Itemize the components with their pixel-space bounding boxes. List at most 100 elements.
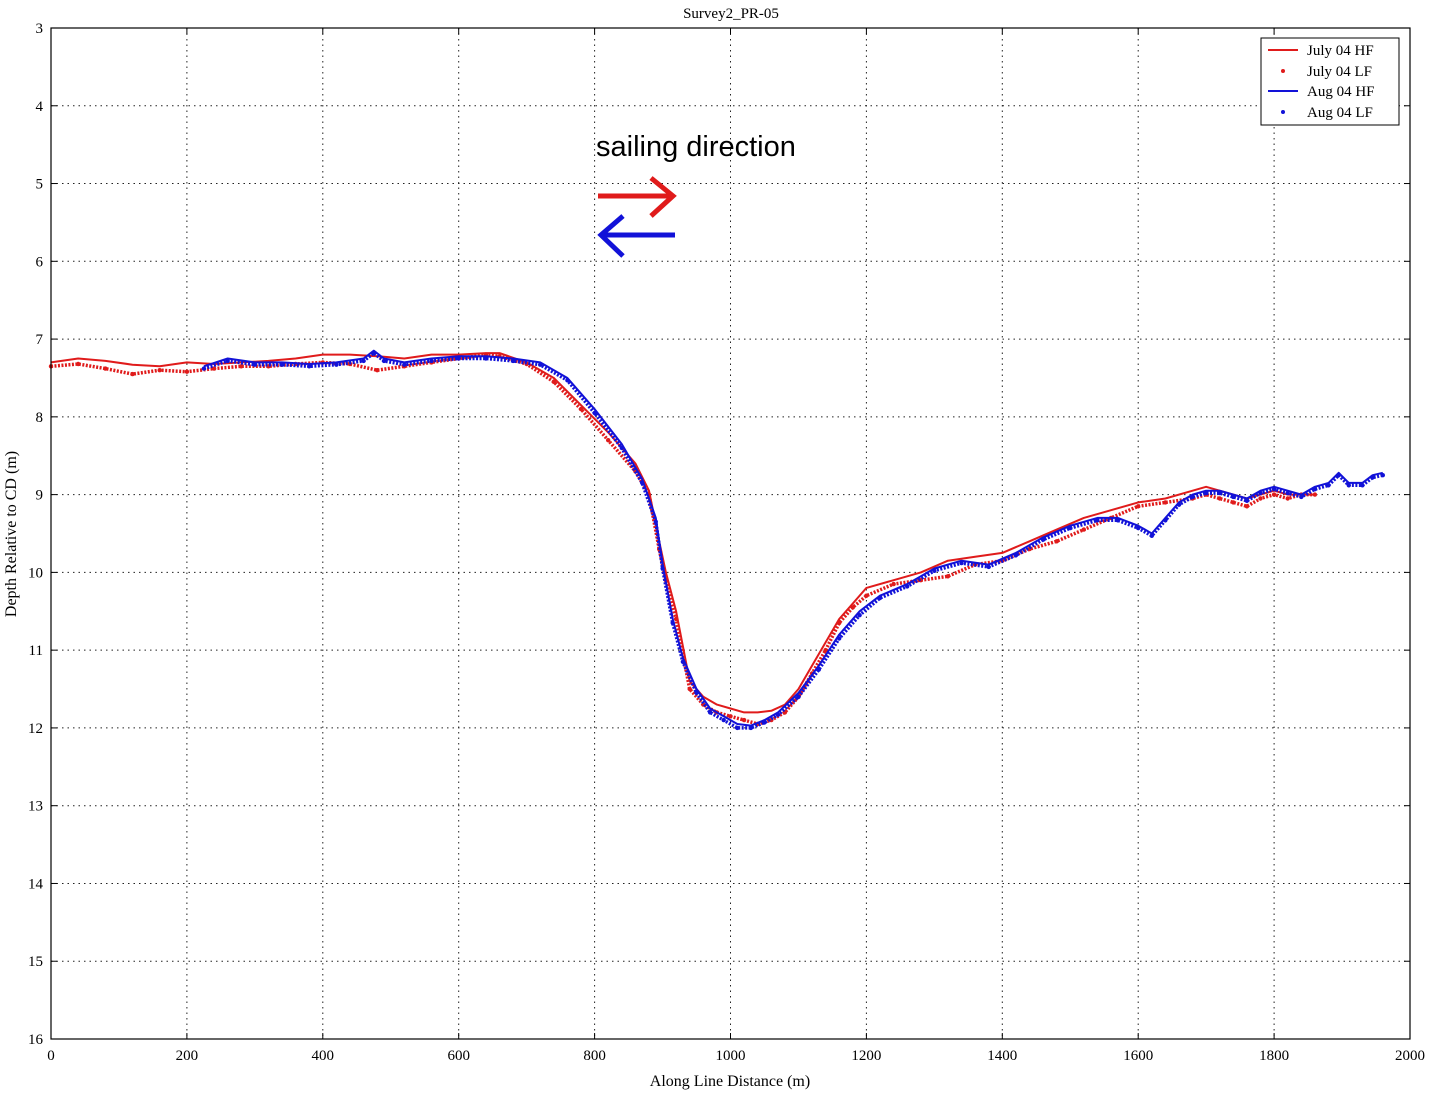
legend-entry-july-lf: July 04 LF bbox=[1307, 64, 1372, 80]
data-point-aug-04-lf bbox=[1231, 494, 1236, 500]
legend: July 04 HF July 04 LF Aug 04 HF Aug 04 L… bbox=[1260, 37, 1400, 126]
data-point-aug-04-lf bbox=[201, 366, 207, 371]
data-point-aug-04-lf bbox=[837, 636, 842, 641]
y-tick-label: 4 bbox=[36, 99, 44, 115]
data-point-aug-04-lf bbox=[1217, 490, 1222, 496]
data-point-aug-04-lf bbox=[1299, 494, 1304, 500]
data-point-aug-04-lf bbox=[1149, 533, 1155, 538]
data-point-aug-04-lf bbox=[857, 613, 862, 618]
data-point-july-04-lf bbox=[76, 361, 81, 367]
data-point-aug-04-lf bbox=[1040, 537, 1046, 542]
data-point-aug-04-lf bbox=[510, 358, 516, 364]
data-point-aug-04-lf bbox=[735, 725, 740, 731]
legend-box bbox=[1260, 37, 1400, 126]
data-point-aug-04-lf bbox=[816, 667, 821, 672]
y-tick-label: 12 bbox=[28, 721, 43, 737]
data-point-july-04-lf bbox=[103, 366, 108, 371]
arrow-right-icon bbox=[598, 176, 677, 218]
data-point-aug-04-lf bbox=[619, 445, 624, 451]
legend-swatch-aug-lf bbox=[1281, 110, 1285, 114]
data-point-july-04-lf bbox=[1244, 504, 1250, 509]
x-tick-label: 600 bbox=[447, 1048, 470, 1064]
data-point-aug-04-lf bbox=[1346, 483, 1352, 488]
data-point-july-04-lf bbox=[687, 686, 692, 692]
data-point-aug-04-lf bbox=[565, 378, 570, 383]
data-point-aug-04-lf bbox=[653, 519, 658, 524]
y-tick-label: 5 bbox=[36, 177, 44, 193]
x-tick-label: 400 bbox=[312, 1048, 335, 1064]
data-point-aug-04-lf bbox=[748, 725, 754, 731]
data-point-july-04-lf bbox=[1054, 539, 1059, 544]
data-point-aug-04-lf bbox=[877, 595, 883, 601]
data-point-aug-04-lf bbox=[592, 410, 597, 416]
y-tick-label: 8 bbox=[36, 410, 44, 426]
data-point-july-04-lf bbox=[1081, 527, 1087, 532]
data-point-july-04-lf bbox=[945, 574, 951, 579]
data-point-aug-04-lf bbox=[670, 620, 675, 626]
data-point-july-04-lf bbox=[891, 581, 896, 587]
data-point-aug-04-lf bbox=[1163, 518, 1168, 523]
data-point-july-04-lf bbox=[157, 368, 162, 373]
x-tick-label: 1200 bbox=[851, 1048, 881, 1064]
data-point-aug-04-lf bbox=[307, 364, 312, 369]
data-point-july-04-lf bbox=[578, 406, 584, 412]
x-tick-label: 1800 bbox=[1259, 1048, 1289, 1064]
data-point-aug-04-lf bbox=[680, 659, 686, 664]
x-tick-label: 1400 bbox=[987, 1048, 1017, 1064]
y-axis-label: Depth Relative to CD (m) bbox=[3, 451, 20, 617]
data-point-aug-04-lf bbox=[796, 694, 801, 699]
series-line-aug-04-hf bbox=[203, 349, 1384, 727]
chart-title: Survey2_PR-05 bbox=[683, 6, 779, 22]
x-tick-label: 800 bbox=[583, 1048, 606, 1064]
data-point-aug-04-lf bbox=[1326, 483, 1331, 488]
x-tick-label: 200 bbox=[176, 1048, 199, 1064]
y-tick-label: 9 bbox=[36, 488, 44, 504]
data-point-july-04-lf bbox=[850, 605, 855, 610]
data-point-aug-04-lf bbox=[371, 350, 376, 356]
data-point-july-04-lf bbox=[375, 368, 380, 373]
data-point-aug-04-lf bbox=[225, 358, 230, 364]
data-point-aug-04-lf bbox=[1370, 475, 1375, 480]
legend-entry-aug-lf: Aug 04 LF bbox=[1307, 105, 1373, 121]
grid-lines bbox=[51, 28, 1410, 1039]
y-tick-label: 6 bbox=[36, 254, 44, 270]
y-tick-label: 7 bbox=[36, 332, 44, 348]
y-tick-label: 15 bbox=[28, 954, 43, 970]
data-point-aug-04-lf bbox=[640, 480, 645, 486]
data-point-july-04-lf bbox=[1231, 500, 1236, 505]
data-point-july-04-lf bbox=[130, 371, 135, 377]
y-tick-label: 11 bbox=[29, 643, 43, 659]
data-point-aug-04-lf bbox=[429, 358, 434, 364]
y-tick-label: 13 bbox=[28, 799, 43, 815]
data-point-july-04-lf bbox=[823, 648, 828, 653]
data-point-aug-04-lf bbox=[932, 568, 937, 573]
data-point-july-04-lf bbox=[741, 717, 747, 723]
data-point-aug-04-lf bbox=[1095, 518, 1100, 523]
data-point-aug-04-lf bbox=[660, 566, 665, 571]
x-tick-label: 2000 bbox=[1395, 1048, 1425, 1064]
data-point-july-04-lf bbox=[1136, 504, 1141, 509]
data-point-aug-04-lf bbox=[1285, 490, 1290, 496]
sailing-direction-annotation: sailing direction bbox=[596, 131, 796, 163]
series-markers-july-04-lf bbox=[50, 352, 1315, 726]
data-point-aug-04-lf bbox=[334, 362, 339, 367]
data-point-aug-04-lf bbox=[1380, 473, 1386, 478]
data-point-july-04-lf bbox=[673, 616, 679, 622]
data-point-july-04-lf bbox=[728, 714, 733, 719]
data-point-aug-04-lf bbox=[456, 356, 461, 361]
legend-entry-aug-hf: Aug 04 HF bbox=[1307, 84, 1375, 100]
y-tick-label: 10 bbox=[28, 565, 43, 581]
data-point-july-04-lf bbox=[1217, 496, 1222, 501]
data-point-aug-04-lf bbox=[1203, 490, 1209, 496]
data-point-july-04-lf bbox=[184, 369, 190, 374]
x-tick-label: 0 bbox=[47, 1048, 55, 1064]
series-layer bbox=[48, 349, 1386, 731]
series-line-july-04-hf bbox=[50, 352, 1315, 714]
data-point-july-04-lf bbox=[211, 366, 217, 371]
arrow-left-icon bbox=[597, 214, 675, 258]
data-point-july-04-lf bbox=[1258, 496, 1263, 501]
data-point-july-04-lf bbox=[837, 620, 842, 626]
axis-ticks: 0 200 400 600 800 1000 1200 1400 1600 1800 2000 3 4 5… bbox=[28, 21, 1425, 1064]
legend-swatch-july-lf bbox=[1281, 69, 1285, 73]
data-point-july-04-lf bbox=[1163, 500, 1168, 505]
